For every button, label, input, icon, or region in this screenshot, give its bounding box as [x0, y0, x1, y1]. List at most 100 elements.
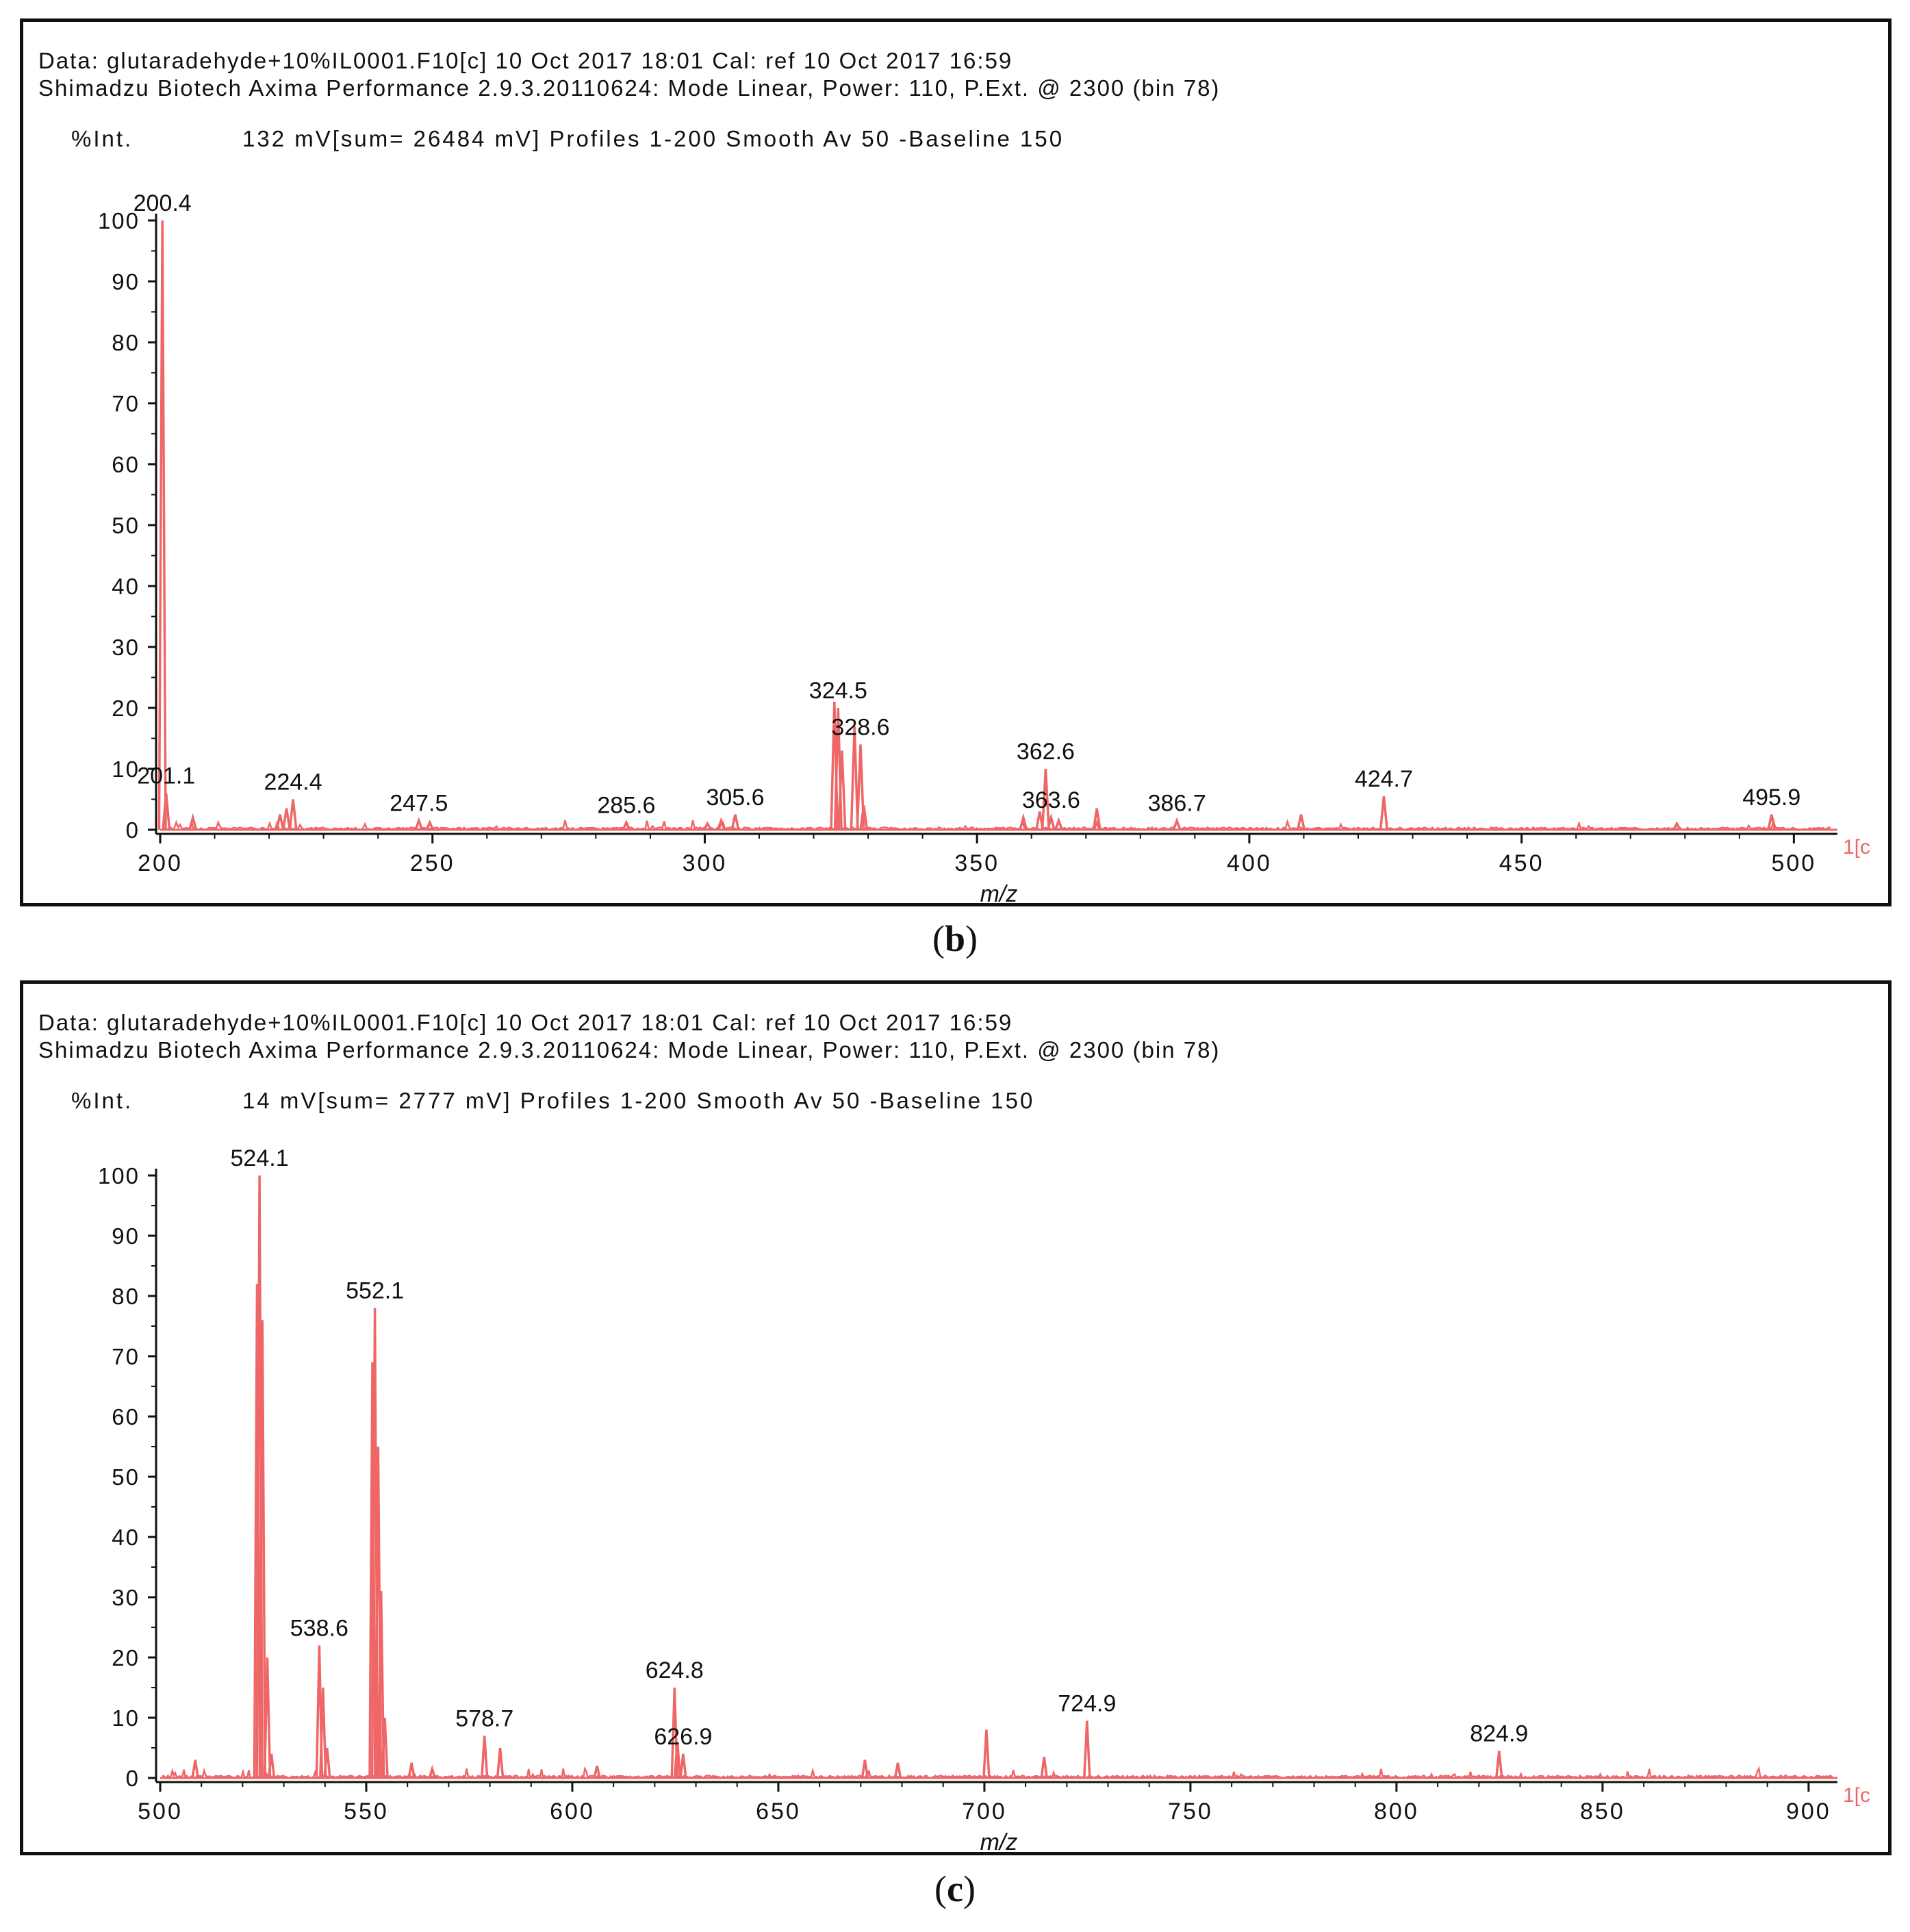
peak [850, 726, 859, 830]
peak [368, 1362, 377, 1779]
peak-label: 624.8 [646, 1657, 704, 1683]
x-tick-label: 900 [1786, 1798, 1831, 1825]
y-tick-label: 90 [112, 269, 140, 294]
peak-label: 552.1 [346, 1278, 404, 1304]
y-tick-label: 80 [112, 1284, 140, 1309]
peak-label: 324.5 [809, 678, 867, 704]
y-axis-label: %Int. [71, 126, 133, 151]
peak [1296, 814, 1306, 830]
peak [425, 819, 435, 830]
y-tick-label: 90 [112, 1223, 140, 1249]
x-tick-label: 500 [1771, 850, 1816, 876]
peak [679, 1753, 687, 1779]
peak [1083, 1720, 1091, 1779]
peak [716, 817, 726, 830]
x-axis-label: m/z [980, 881, 1018, 903]
y-tick-label: 50 [112, 513, 140, 538]
corner-tag: 1[c [1843, 836, 1870, 859]
peak-label: 524.1 [231, 1145, 289, 1171]
y-tick-label: 10 [112, 1705, 140, 1731]
x-tick-label: 650 [756, 1798, 801, 1825]
x-tick-label: 550 [344, 1798, 389, 1825]
peak [157, 220, 167, 830]
peak [263, 1657, 272, 1779]
peak-label: 578.7 [455, 1705, 513, 1731]
peak-label: 285.6 [597, 792, 655, 818]
peak [1046, 813, 1056, 830]
peak [253, 1284, 262, 1779]
peak [893, 1762, 902, 1779]
peak [377, 1591, 385, 1779]
peak [673, 1742, 682, 1779]
peak-label: 200.4 [133, 190, 192, 216]
peak [288, 799, 298, 830]
x-tick-label: 600 [550, 1798, 595, 1825]
peak-label: 824.9 [1470, 1720, 1528, 1746]
peak [856, 744, 865, 830]
peak [982, 1729, 991, 1779]
peak [859, 805, 869, 830]
y-tick-label: 100 [98, 208, 140, 233]
y-tick-label: 80 [112, 330, 140, 355]
peak-label: 305.6 [706, 785, 764, 811]
y-tick-label: 40 [112, 1525, 140, 1550]
y-tick-label: 30 [112, 635, 140, 660]
instrument-header: Shimadzu Biotech Axima Performance 2.9.3… [38, 75, 1221, 101]
peak [282, 808, 292, 830]
x-tick-label: 500 [138, 1798, 183, 1825]
y-tick-label: 0 [126, 817, 140, 843]
peak [414, 817, 424, 830]
y-tick-label: 60 [112, 1404, 140, 1429]
y-tick-label: 20 [112, 696, 140, 721]
peak-label: 424.7 [1355, 766, 1413, 792]
x-tick-label: 450 [1499, 850, 1544, 876]
acquisition-info: 14 mV[sum= 2777 mV] Profiles 1-200 Smoot… [242, 1088, 1035, 1113]
x-tick-label: 700 [962, 1798, 1007, 1825]
instrument-header: Shimadzu Biotech Axima Performance 2.9.3… [38, 1037, 1221, 1063]
peak [622, 819, 631, 830]
y-tick-label: 40 [112, 574, 140, 599]
peak [593, 1766, 601, 1779]
peak [1041, 768, 1050, 830]
x-tick-label: 750 [1168, 1798, 1213, 1825]
x-tick-label: 200 [138, 850, 183, 876]
panel-label-c: (c) [934, 1868, 976, 1909]
peak-label: 386.7 [1148, 791, 1206, 817]
acquisition-info: 132 mV[sum= 26484 mV] Profiles 1-200 Smo… [242, 126, 1065, 151]
peak [1092, 808, 1102, 830]
y-tick-label: 70 [112, 1344, 140, 1369]
x-tick-label: 800 [1374, 1798, 1419, 1825]
x-tick-label: 300 [683, 850, 728, 876]
y-tick-label: 10 [112, 757, 140, 782]
x-tick-label: 850 [1580, 1798, 1625, 1825]
peak-label: 362.6 [1017, 739, 1075, 765]
y-tick-label: 100 [98, 1163, 140, 1189]
spectrum-panel-c: Data: glutaradehyde+10%IL0001.F10[c] 10 … [20, 980, 1892, 1855]
peak [1054, 817, 1063, 830]
peak [191, 1759, 199, 1779]
peak [407, 1762, 416, 1779]
peak [319, 1687, 327, 1779]
peak-label: 247.5 [390, 791, 448, 817]
peak [1040, 1756, 1048, 1779]
peak [496, 1747, 505, 1779]
peak [1767, 814, 1777, 830]
x-axis-label: m/z [980, 1829, 1018, 1852]
data-file-header: Data: glutaradehyde+10%IL0001.F10[c] 10 … [38, 48, 1013, 73]
y-tick-label: 20 [112, 1645, 140, 1670]
y-tick-label: 30 [112, 1585, 140, 1610]
peak-label: 626.9 [654, 1724, 712, 1750]
peak [1172, 817, 1182, 830]
peak-label: 201.1 [137, 763, 195, 789]
x-tick-label: 250 [410, 850, 455, 876]
y-axis-label: %Int. [71, 1088, 133, 1113]
peak [381, 1717, 389, 1779]
peak-label: 538.6 [290, 1615, 348, 1641]
peak [323, 1747, 331, 1779]
corner-tag: 1[c [1843, 1784, 1870, 1807]
peak-label: 495.9 [1742, 785, 1800, 811]
peak-label: 328.6 [831, 714, 889, 740]
y-tick-label: 60 [112, 452, 140, 477]
y-tick-label: 70 [112, 391, 140, 416]
